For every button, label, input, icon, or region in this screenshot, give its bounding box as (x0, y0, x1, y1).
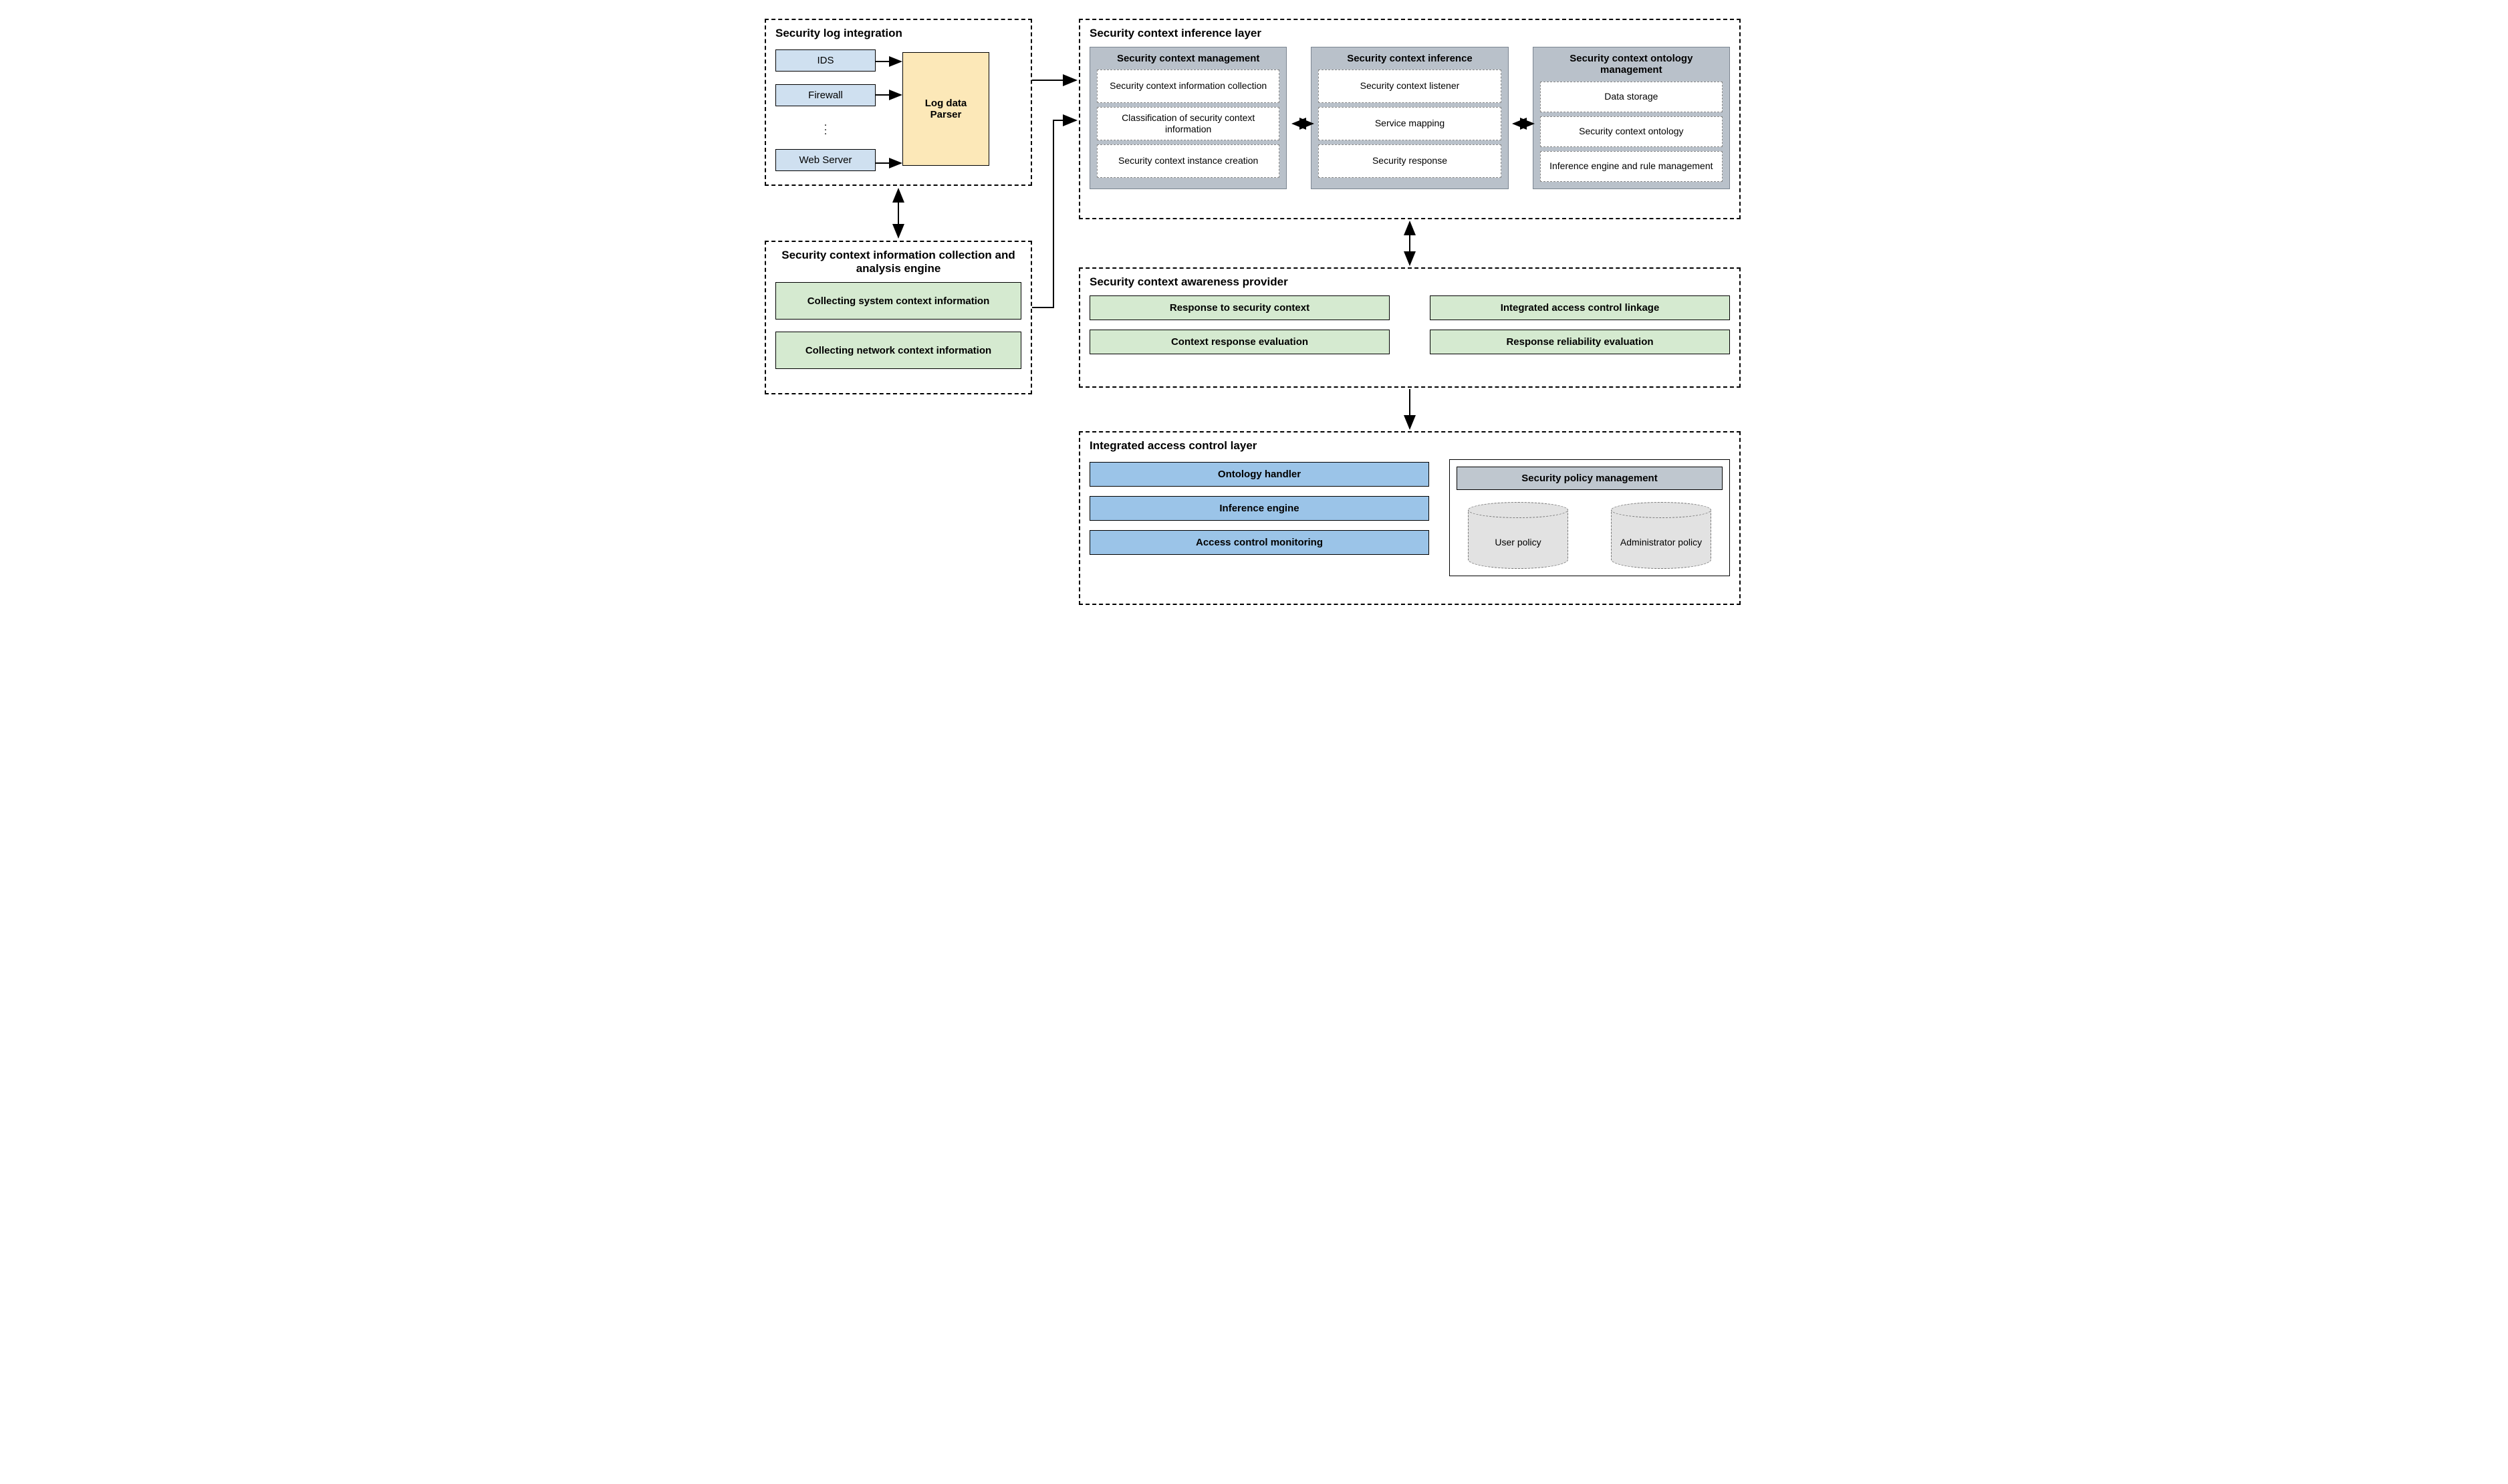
panel-context-mgmt-title: Security context management (1097, 53, 1279, 64)
item-ontology-handler: Ontology handler (1090, 462, 1429, 487)
panel-context-inference-title: Security context inference (1318, 53, 1501, 64)
source-firewall: Firewall (775, 84, 876, 106)
item-rule-mgmt: Inference engine and rule management (1540, 151, 1723, 182)
policy-container: Security policy management User policy A… (1449, 459, 1730, 576)
architecture-diagram: Security log integration IDS Firewall ..… (759, 13, 1749, 662)
item-context-evaluation: Context response evaluation (1090, 330, 1390, 354)
access-control-container: Integrated access control layer Ontology… (1079, 431, 1741, 605)
item-classification: Classification of security context infor… (1097, 107, 1279, 140)
collection-engine-title: Security context information collection … (775, 249, 1021, 275)
panel-ontology-mgmt: Security context ontology management Dat… (1533, 47, 1730, 189)
source-webserver: Web Server (775, 149, 876, 171)
item-inference-engine: Inference engine (1090, 496, 1429, 521)
access-control-title: Integrated access control layer (1090, 439, 1730, 453)
item-data-storage: Data storage (1540, 82, 1723, 112)
item-instance-creation: Security context instance creation (1097, 144, 1279, 178)
item-ontology: Security context ontology (1540, 116, 1723, 147)
item-access-monitoring: Access control monitoring (1090, 530, 1429, 555)
awareness-provider-title: Security context awareness provider (1090, 275, 1730, 289)
policy-title: Security policy management (1457, 467, 1723, 490)
item-response-context: Response to security context (1090, 295, 1390, 320)
item-service-mapping: Service mapping (1318, 107, 1501, 140)
item-info-collection: Security context information collection (1097, 70, 1279, 103)
log-integration-title: Security log integration (775, 27, 1021, 40)
item-security-response: Security response (1318, 144, 1501, 178)
log-parser: Log data Parser (902, 52, 989, 166)
panel-ontology-mgmt-title: Security context ontology management (1540, 53, 1723, 76)
cylinder-admin-policy: Administrator policy (1611, 502, 1711, 569)
cyl-user-label: User policy (1495, 537, 1541, 547)
inference-layer-title: Security context inference layer (1090, 27, 1730, 40)
source-ids: IDS (775, 49, 876, 72)
inference-layer-container: Security context inference layer Securit… (1079, 19, 1741, 219)
collect-system-context: Collecting system context information (775, 282, 1021, 320)
item-reliability-eval: Response reliability evaluation (1430, 330, 1730, 354)
panel-context-inference: Security context inference Security cont… (1311, 47, 1508, 189)
item-listener: Security context listener (1318, 70, 1501, 103)
item-access-linkage: Integrated access control linkage (1430, 295, 1730, 320)
awareness-provider-container: Security context awareness provider Resp… (1079, 267, 1741, 388)
collection-engine-container: Security context information collection … (765, 241, 1032, 394)
panel-context-mgmt: Security context management Security con… (1090, 47, 1287, 189)
cyl-admin-label: Administrator policy (1620, 537, 1702, 547)
source-ellipsis: ... (775, 121, 876, 134)
collect-network-context: Collecting network context information (775, 332, 1021, 369)
log-integration-container: Security log integration IDS Firewall ..… (765, 19, 1032, 186)
cylinder-user-policy: User policy (1468, 502, 1568, 569)
